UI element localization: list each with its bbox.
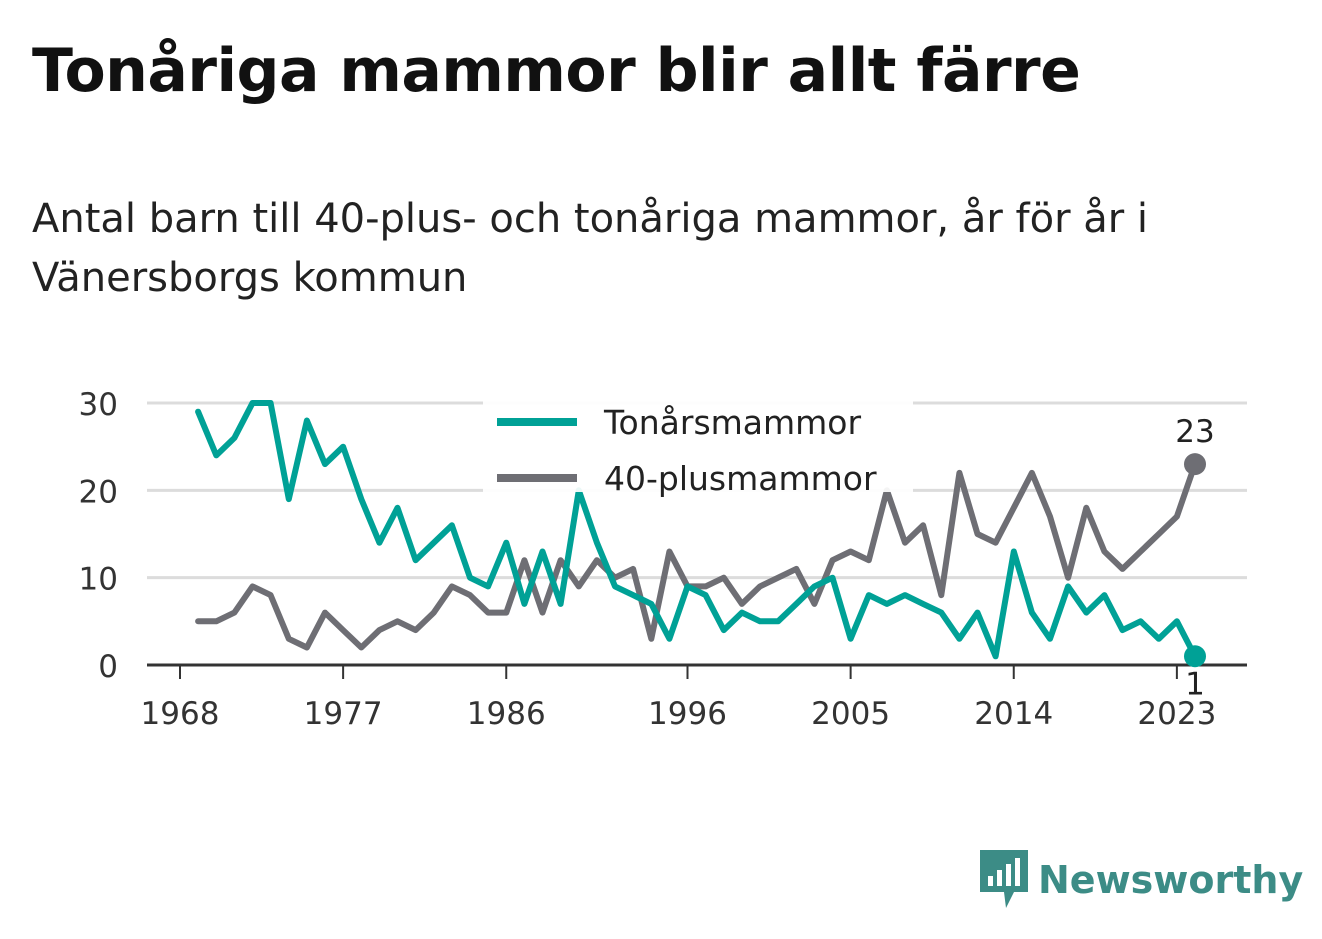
legend-label: 40-plusmammor (604, 459, 877, 498)
end-value-label: 23 (1175, 414, 1214, 450)
y-tick-label: 30 (79, 387, 118, 423)
x-tick-label: 2014 (974, 696, 1053, 732)
x-tick-label: 2023 (1137, 696, 1216, 732)
x-tick-label: 1986 (467, 696, 546, 732)
newsworthy-logo: Newsworthy (980, 850, 1303, 910)
end-point-marker (1184, 645, 1206, 668)
x-tick-label: 2005 (811, 696, 890, 732)
legend-label: Tonårsmammor (603, 403, 861, 442)
chart-subtitle: Antal barn till 40-plus- och tonåriga ma… (32, 196, 1149, 301)
end-value-label: 1 (1185, 666, 1205, 702)
y-tick-label: 10 (79, 562, 118, 598)
x-tick-label: 1977 (304, 696, 383, 732)
chart-title: Tonåriga mammor blir allt färre (32, 36, 1081, 106)
series-line-0 (195, 400, 1198, 660)
series-line-1 (195, 461, 1198, 651)
bar-chart-speech-bubble-icon (980, 850, 1028, 908)
end-point-marker (1184, 453, 1206, 476)
x-tick-label: 1996 (648, 696, 727, 732)
y-tick-label: 0 (98, 649, 118, 685)
brand-name: Newsworthy (1038, 858, 1304, 902)
y-tick-label: 20 (79, 474, 118, 510)
x-tick-label: 1968 (141, 696, 220, 732)
